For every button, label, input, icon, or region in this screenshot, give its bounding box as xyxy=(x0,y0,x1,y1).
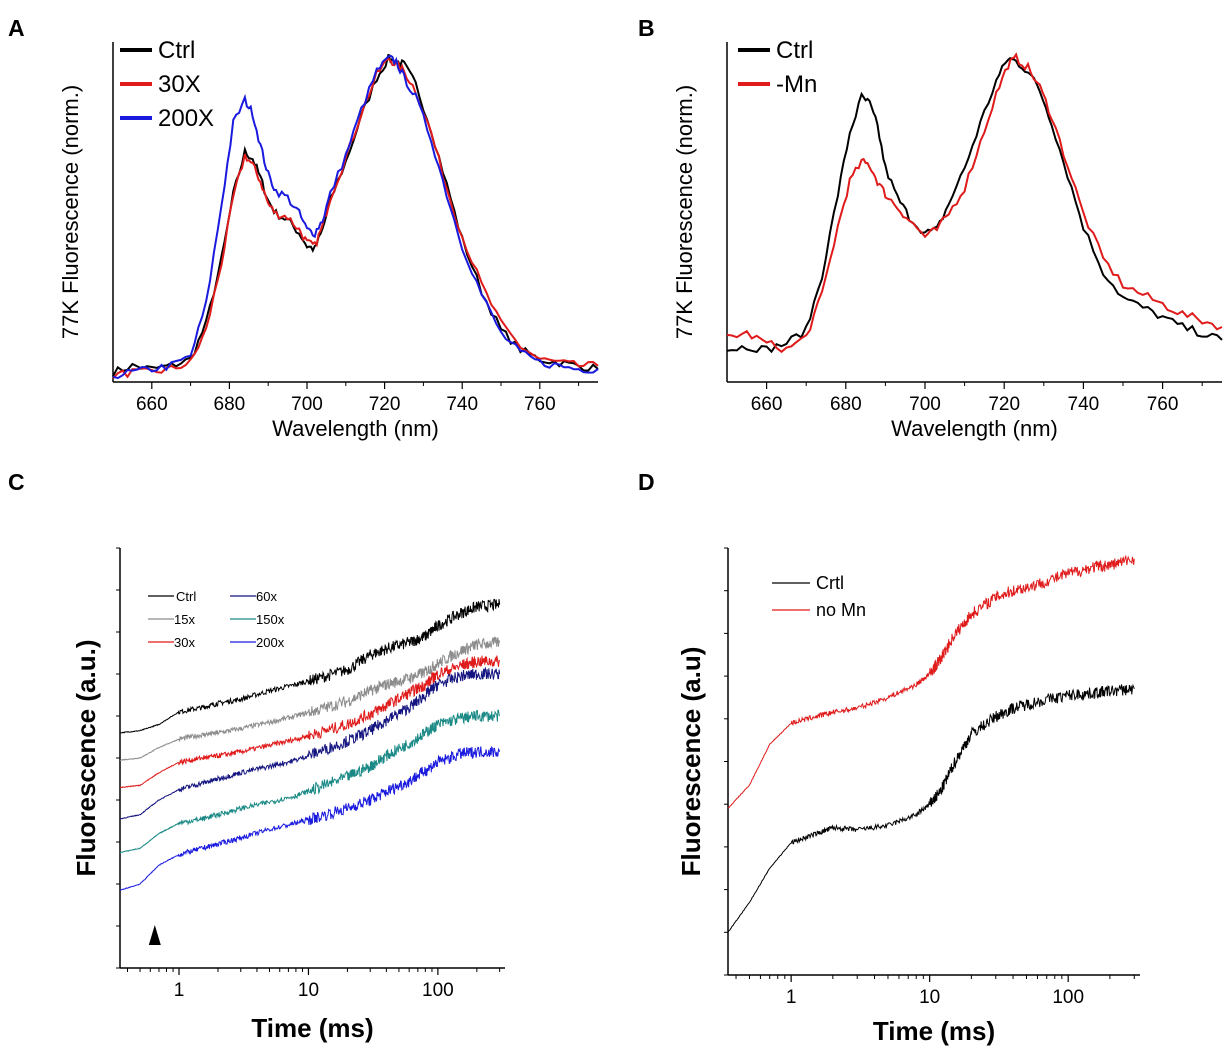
legend-label: 200x xyxy=(256,635,285,650)
x-axis-label: Wavelength (nm) xyxy=(891,416,1058,441)
x-tick-label: 660 xyxy=(136,394,168,415)
x-axis-label: Wavelength (nm) xyxy=(272,416,439,441)
legend-label: 30x xyxy=(174,635,195,650)
chart-b-spectrum: 660 680 700 720 740 760 Wavelength (nm) 77K Flu… xyxy=(672,37,1223,441)
x-axis-label: Time (ms) xyxy=(873,1016,995,1046)
x-tick-label: 1 xyxy=(174,980,185,1001)
series-line-60x xyxy=(119,666,501,820)
x-tick-label: 680 xyxy=(214,394,246,415)
x-tick-label: 740 xyxy=(1068,394,1100,415)
y-axis-label: Fluorescence (a.u) xyxy=(676,647,706,877)
legend-label: 60x xyxy=(256,589,277,604)
x-tick-label: 720 xyxy=(369,394,401,415)
panel-letter-c: C xyxy=(8,469,25,495)
series-line-15x xyxy=(119,636,501,762)
chart-d-kinetics: 1 10 100 Time (ms) Fluorescence (a.u) Crtl no … xyxy=(676,547,1140,1046)
legend-label: 15x xyxy=(174,612,195,627)
chart-c-kinetics: 1 10 100 Time (ms) Fluorescence (a.u.) Ctrl 15… xyxy=(71,547,505,1043)
legend-label: 150x xyxy=(256,612,285,627)
panel-letter-a: A xyxy=(8,15,25,41)
legend-label: -Mn xyxy=(776,71,817,98)
x-tick-label: 100 xyxy=(1052,987,1084,1008)
x-tick-label: 100 xyxy=(422,980,454,1001)
x-tick-label: 760 xyxy=(524,394,556,415)
legend-label: 200X xyxy=(158,105,214,132)
series-line-30x xyxy=(119,655,501,789)
x-tick-label: 700 xyxy=(909,394,941,415)
x-tick-label: 10 xyxy=(298,980,319,1001)
series-line-ctrl xyxy=(726,57,1223,354)
x-axis-label: Time (ms) xyxy=(251,1013,373,1043)
legend-label: Ctrl xyxy=(158,37,195,64)
y-axis-label: 77K Fluorescence (norm.) xyxy=(58,85,83,339)
series-line-150x xyxy=(119,709,501,854)
series-line-ctrl xyxy=(119,598,501,734)
series-line-30x xyxy=(112,57,599,380)
x-tick-label: 740 xyxy=(446,394,478,415)
panel-letter-d: D xyxy=(638,469,655,495)
series-line--mn xyxy=(726,52,1223,354)
legend-label: Ctrl xyxy=(776,37,813,64)
legend-label: 30X xyxy=(158,71,201,98)
x-tick-label: 660 xyxy=(751,394,783,415)
panel-letter-b: B xyxy=(638,15,655,41)
series-line-crtl xyxy=(727,683,1135,933)
y-axis-label: 77K Fluorescence (norm.) xyxy=(672,85,697,339)
chart-a-spectrum: 660 680 700 720 740 760 Wavelength (nm) 77K Flu… xyxy=(58,37,599,441)
series-line-no-mn xyxy=(727,555,1135,809)
series-line-200x xyxy=(112,54,599,380)
x-tick-label: 10 xyxy=(919,987,940,1008)
legend-label: no Mn xyxy=(816,600,866,620)
series-line-200x xyxy=(119,745,501,891)
triangle-marker xyxy=(148,925,161,945)
x-tick-label: 720 xyxy=(988,394,1020,415)
legend-label: Crtl xyxy=(816,573,844,593)
x-tick-label: 680 xyxy=(830,394,862,415)
y-axis-label: Fluorescence (a.u.) xyxy=(71,640,101,877)
x-tick-label: 700 xyxy=(291,394,323,415)
series-line-ctrl xyxy=(112,53,599,377)
legend-label: Ctrl xyxy=(176,589,196,604)
x-tick-label: 760 xyxy=(1147,394,1179,415)
x-tick-label: 1 xyxy=(786,987,797,1008)
